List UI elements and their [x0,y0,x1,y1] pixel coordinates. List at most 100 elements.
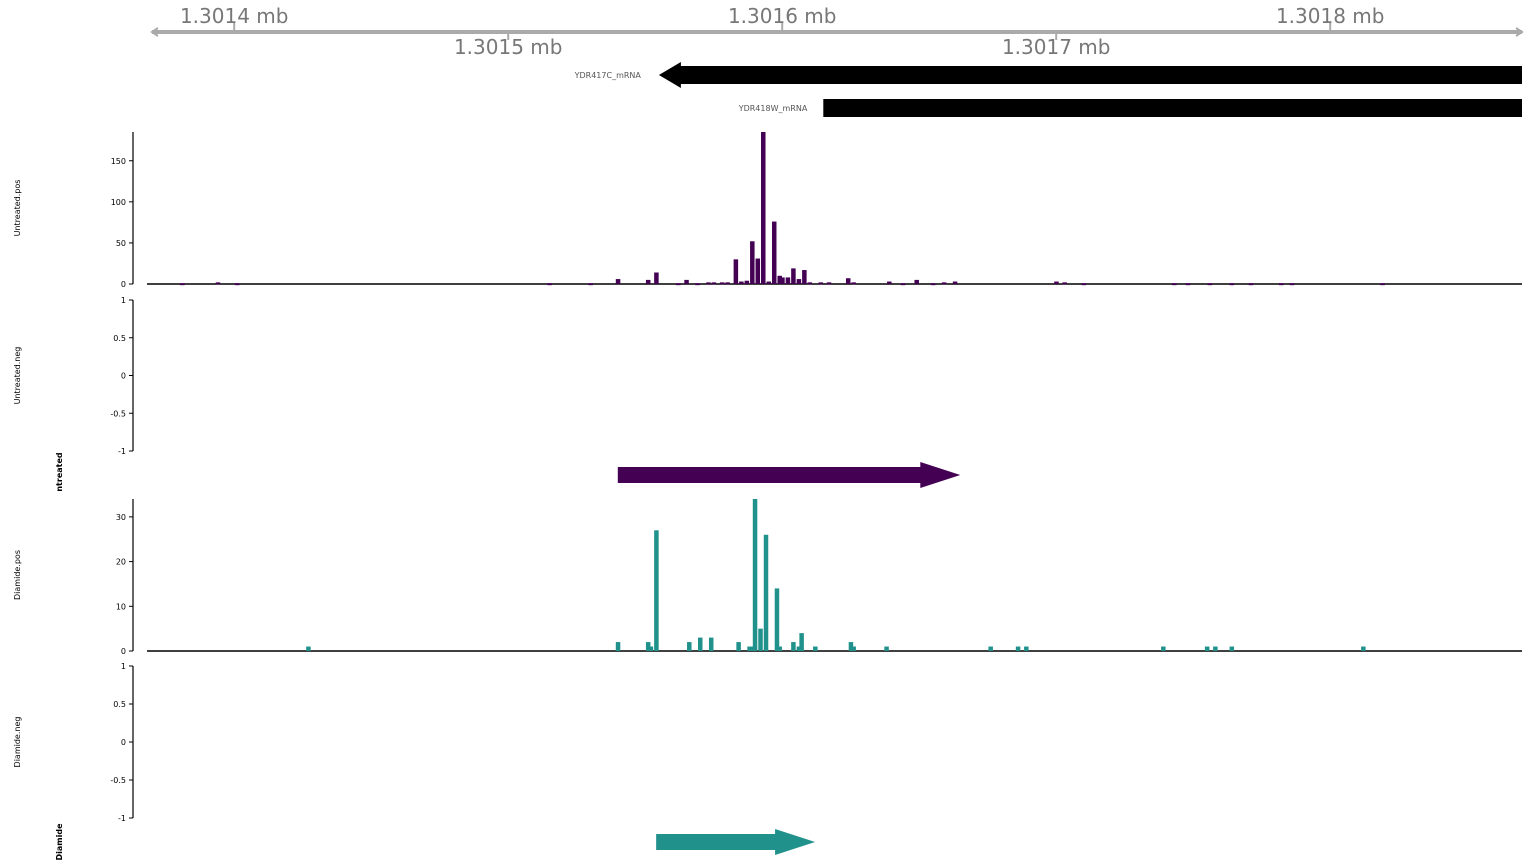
coverage-bar [1062,282,1067,285]
coverage-bar [654,530,659,651]
coverage-bar [774,588,780,651]
track-diamide-neg: -1 -0.5 0 0.5 1 Diamide.neg [13,662,134,823]
axis-tick-label-bottom: 1.3017 mb [1002,35,1111,59]
coverage-bar [851,282,856,285]
axis-tick-label-top: 1.3014 mb [180,4,289,28]
axis-left-arrowhead [150,27,159,37]
y-tick-label: 0 [121,647,126,656]
axis-right-arrowhead [1515,27,1524,37]
coverage-bar [180,283,185,286]
y-tick-label: 0 [121,372,126,381]
coverage-bar [234,283,240,286]
y-tick-label: 0.5 [113,334,126,343]
coverage-bar [818,282,824,285]
y-tick-label: 0 [121,280,126,289]
coverage-bar [813,646,818,651]
gene-arrow-minus-strand [658,62,1522,88]
y-tick-label: 150 [111,157,126,166]
coverage-bar [796,279,802,284]
coverage-bar [1054,281,1059,284]
axis-tick-label-bottom: 1.3015 mb [454,35,563,59]
y-tick-label: 1 [121,662,126,671]
coverage-bar [845,278,851,284]
coverage-bar [1361,646,1366,651]
coverage-bar [750,646,755,651]
coverage-bar [1229,646,1235,651]
coverage-tracks: 050100150Untreated.pos-1-0.500.51Untreat… [13,132,1522,861]
coverage-bar [777,646,782,651]
coverage-bar [785,277,791,284]
coverage-bar [799,633,804,651]
track-label: Untreated.neg [13,347,22,405]
coverage-bar [747,646,752,651]
y-tick-label: 1 [121,296,126,305]
gene-label: YDR418W_mRNA [738,104,808,113]
coverage-bar [771,221,777,284]
track-untreated-pos: 0 50 100 150 Untreated.pos [13,132,1522,488]
coverage-bar [725,282,730,285]
coverage-bar [780,277,785,284]
y-tick-label: -1 [118,814,126,823]
coverage-bar [744,280,750,284]
coverage-bar [941,282,947,285]
coverage-bar [648,646,654,651]
coverage-bar [930,283,936,286]
strand-arrow [617,462,961,488]
coverage-bar [1204,646,1210,651]
y-tick-label: -0.5 [110,776,126,785]
gene-track: YDR417C_mRNA YDR418W_mRNA [574,62,1522,117]
coverage-bar [736,642,741,651]
y-tick-label: -0.5 [110,409,126,418]
coverage-bar [733,259,739,284]
coverage-bar [761,132,766,284]
coverage-bar [615,279,621,284]
coverage-bar [708,637,714,651]
group-label: Diamide [55,823,64,861]
axis-tick-label-top: 1.3016 mb [728,4,837,28]
coverage-bar [914,279,919,284]
coverage-bar [698,637,703,651]
coverage-bar [752,499,758,651]
y-tick-label: 30 [116,513,126,522]
coverage-bar [306,646,311,651]
coverage-bar [1248,283,1254,286]
coverage-bar [215,282,221,285]
coverage-bar [807,282,813,285]
coverage-bar [706,282,711,285]
coverage-bar [1289,283,1295,286]
coverage-bar [900,283,906,286]
axis-tick-label-top: 1.3018 mb [1276,4,1385,28]
coverage-bar [791,268,796,284]
coverage-bar [654,272,659,284]
track-label: Diamide.pos [13,550,22,600]
coverage-bar [739,281,744,284]
strand-arrow [656,829,816,855]
y-tick-label: 50 [116,239,126,248]
coverage-bar [1172,283,1177,286]
coverage-bar [1081,283,1087,286]
coverage-bar [1015,646,1021,651]
coverage-bar [684,279,689,284]
coverage-bar [615,642,621,651]
coverage-bar [763,534,769,651]
track-label: Diamide.neg [13,717,22,768]
coverage-bar [777,275,782,284]
coverage-bar [1213,646,1218,651]
coverage-bar [1024,646,1029,651]
coverage-bar [884,646,889,651]
coverage-bar [826,282,832,285]
coverage-bar [758,628,763,651]
coverage-bar [791,642,796,651]
coverage-bar [988,646,993,651]
coverage-bar [645,279,651,284]
coverage-bar [1380,283,1385,286]
genome-axis: 1.3014 mb 1.3016 mb 1.3018 mb 1.3015 mb 1.30… [150,4,1524,59]
coverage-bar [796,646,802,651]
coverage-bar [687,642,692,651]
coverage-bar [802,270,807,284]
y-tick-label: 100 [111,198,126,207]
coverage-bar [887,281,892,284]
coverage-bar [711,282,717,285]
